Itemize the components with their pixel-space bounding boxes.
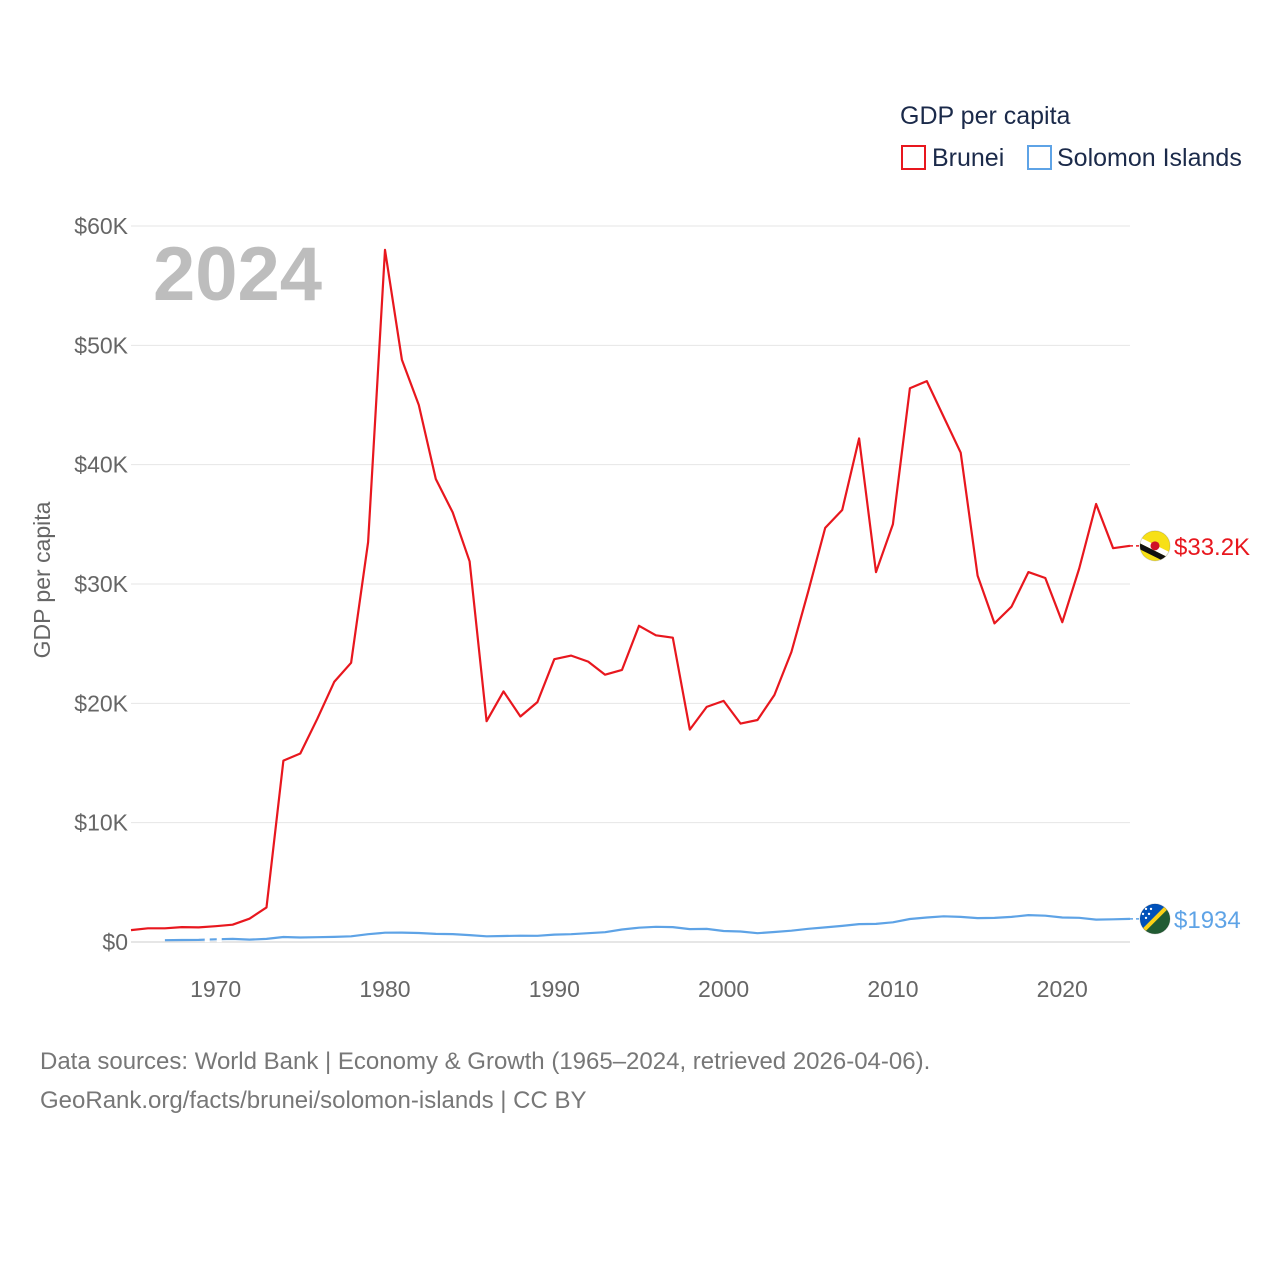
- x-tick-label: 2020: [1037, 976, 1088, 1002]
- current-year-label: 2024: [153, 232, 322, 317]
- gdp-per-capita-chart: $0 $10K $20K $30K $40K $50K $60K 1970 1980 1990 2…: [29, 102, 1250, 1002]
- footer-attribution: GeoRank.org/facts/brunei/solomon-islands…: [40, 1087, 587, 1114]
- series-end-markers: $33.2K $1934: [1130, 530, 1250, 935]
- legend: GDP per capita Brunei Solomon Islands: [900, 102, 1242, 172]
- y-tick-label: $60K: [74, 213, 128, 239]
- series-line-solomon-islands[interactable]: [164, 914, 1131, 942]
- y-tick-label: $20K: [74, 690, 128, 716]
- solomon-islands-flag-icon: [1139, 903, 1171, 935]
- series-lines: [130, 248, 1131, 943]
- legend-swatch-solomon-islands[interactable]: [1027, 145, 1052, 170]
- x-tick-label: 2000: [698, 976, 749, 1002]
- legend-label-brunei[interactable]: Brunei: [932, 144, 1004, 172]
- y-tick-label: $10K: [74, 810, 128, 836]
- brunei-flag-icon: [1139, 530, 1171, 562]
- end-value-label-brunei: $33.2K: [1174, 534, 1250, 561]
- gridlines: [131, 225, 1130, 943]
- y-axis-label: GDP per capita: [29, 501, 55, 658]
- footer-data-sources: Data sources: World Bank | Economy & Gro…: [40, 1048, 931, 1075]
- y-tick-label: $50K: [74, 332, 128, 358]
- series-line-brunei[interactable]: [130, 248, 1131, 932]
- x-tick-label: 2010: [867, 976, 918, 1002]
- x-tick-label: 1970: [190, 976, 241, 1002]
- legend-label-solomon-islands[interactable]: Solomon Islands: [1057, 144, 1242, 172]
- x-tick-label: 1980: [359, 976, 410, 1002]
- x-axis: 1970 1980 1990 2000 2010 2020: [190, 976, 1088, 1002]
- y-tick-label: $0: [102, 929, 128, 955]
- y-tick-label: $30K: [74, 571, 128, 597]
- x-tick-label: 1990: [529, 976, 580, 1002]
- end-value-label-solomon-islands: $1934: [1174, 907, 1241, 934]
- y-tick-label: $40K: [74, 452, 128, 478]
- footer: Data sources: World Bank | Economy & Gro…: [40, 1042, 930, 1120]
- y-axis: $0 $10K $20K $30K $40K $50K $60K: [74, 213, 128, 955]
- legend-swatch-brunei[interactable]: [901, 145, 926, 170]
- legend-title: GDP per capita: [900, 102, 1071, 130]
